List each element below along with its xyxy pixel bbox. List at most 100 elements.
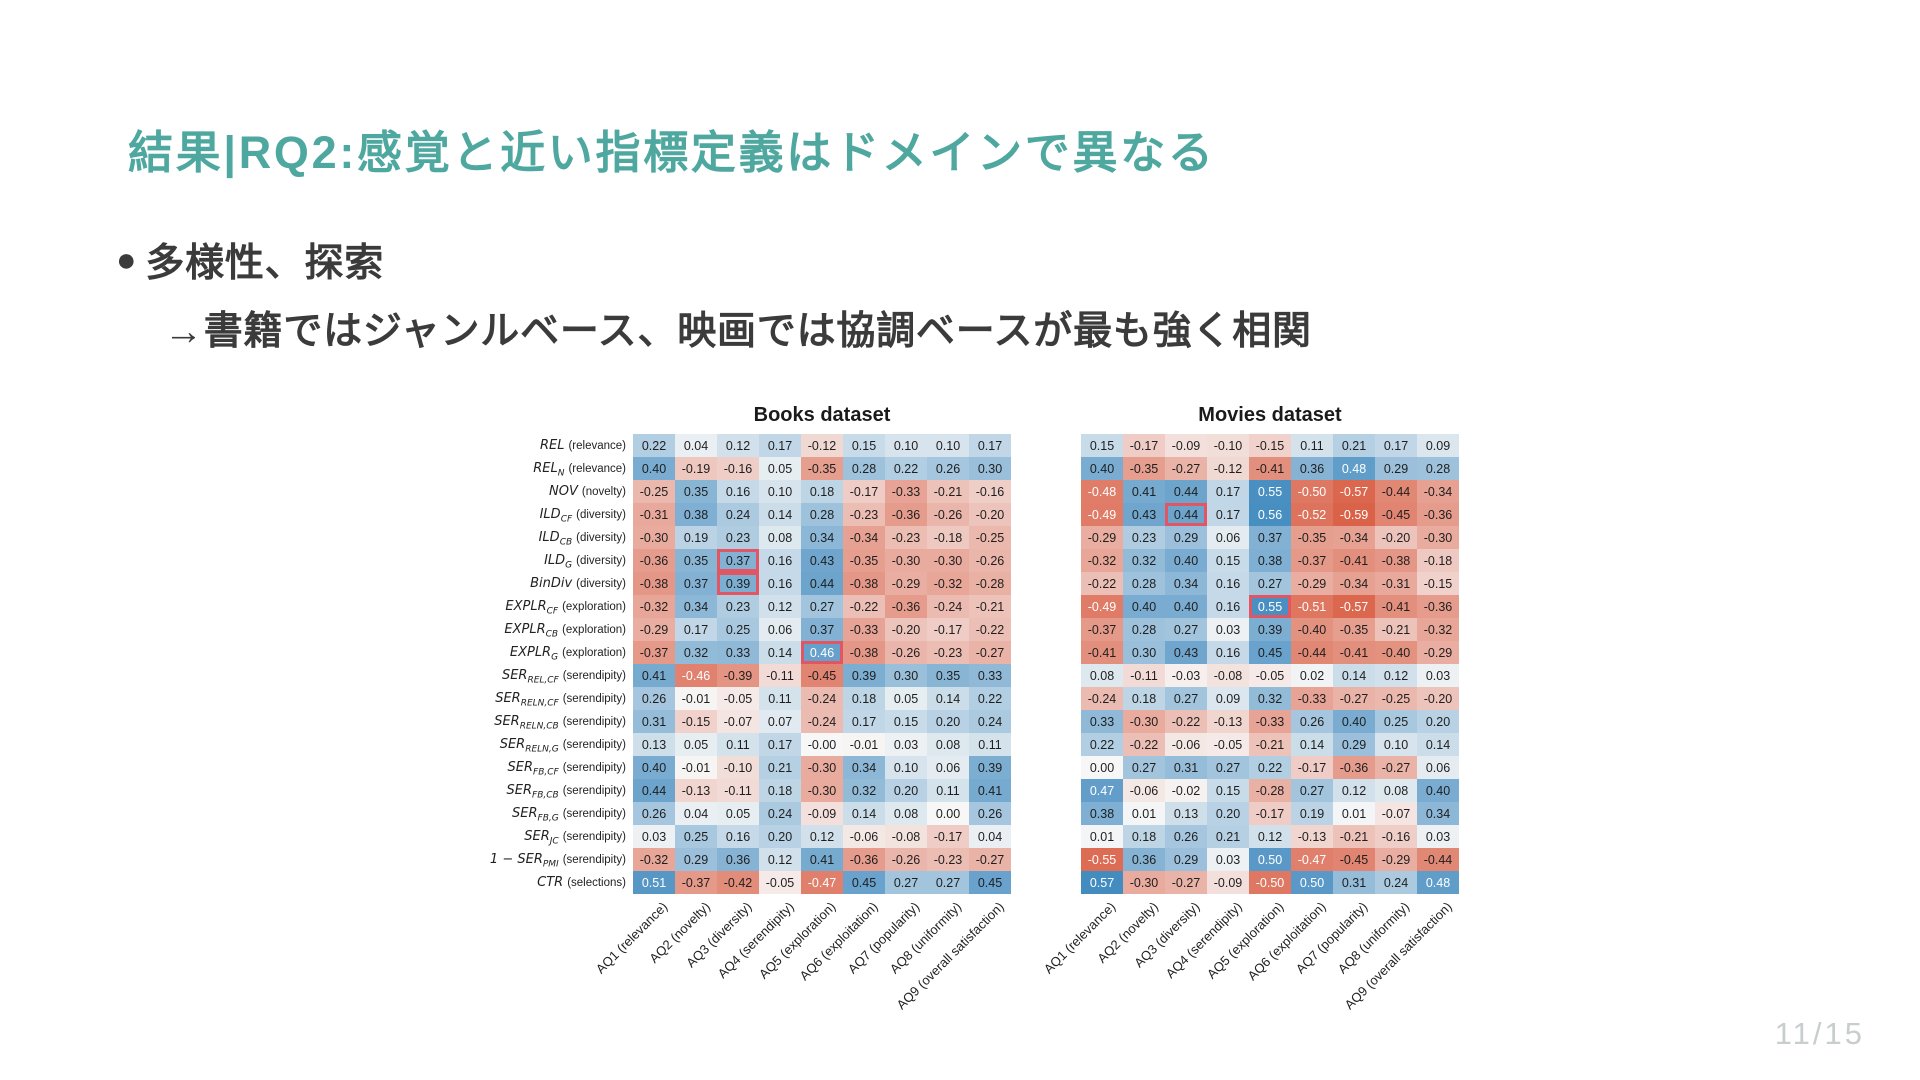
row-label-metric: CTR	[537, 875, 564, 890]
heatmap-cell: -0.33	[885, 480, 927, 503]
page-title: 結果|RQ2:感覚と近い指標定義はドメインで異なる	[128, 127, 1216, 179]
heatmap-cell: 0.40	[1123, 595, 1165, 618]
heatmap-cell: -0.21	[969, 595, 1011, 618]
heatmap-cell: 0.29	[1333, 733, 1375, 756]
heatmap-cell: -0.18	[927, 526, 969, 549]
row-label-metric: NOV	[549, 484, 578, 499]
heatmap-cell: 0.04	[675, 802, 717, 825]
heatmap-cell: 0.18	[801, 480, 843, 503]
heatmap-cell: 0.11	[717, 733, 759, 756]
row-label-metric: EXPLRG	[509, 645, 559, 663]
heatmap-cell: 0.25	[1375, 710, 1417, 733]
heatmap-cell: -0.22	[1123, 733, 1165, 756]
heatmap-cell: -0.01	[843, 733, 885, 756]
x-axis-label: AQ4 (serendipity)	[714, 899, 797, 982]
heatmap-cell: -0.23	[843, 503, 885, 526]
charts-row: REL (relevance) RELN (relevance) NOV (novelty…	[0, 404, 1920, 1044]
heatmap-cell: 0.37	[717, 549, 759, 572]
heatmap-cell: 0.10	[885, 434, 927, 457]
page-number: 11/15	[1774, 1016, 1865, 1051]
heatmap-cell: 0.14	[759, 641, 801, 664]
heatmap-cell: -0.41	[1375, 595, 1417, 618]
heatmap-cell: 0.26	[633, 802, 675, 825]
heatmap-cell: -0.25	[969, 526, 1011, 549]
heatmap-cell: 0.05	[759, 457, 801, 480]
heatmap-cell: 0.50	[1249, 848, 1291, 871]
heatmap-cell: 0.06	[927, 756, 969, 779]
row-label-metric: SERFB,G	[512, 806, 559, 824]
heatmap-cell: 0.40	[1417, 779, 1459, 802]
heatmap-cell: -0.38	[633, 572, 675, 595]
heatmap-cell: -0.50	[1249, 871, 1291, 894]
heatmap-cell: 0.12	[1375, 664, 1417, 687]
heatmap-cell: -0.46	[675, 664, 717, 687]
heatmap-cell: -0.17	[1123, 434, 1165, 457]
heatmap-cell: 0.14	[843, 802, 885, 825]
heatmap-cell: 0.41	[969, 779, 1011, 802]
heatmap-cell: 0.21	[1333, 434, 1375, 457]
heatmap-cell: -0.47	[801, 871, 843, 894]
heatmap-cell: 0.30	[885, 664, 927, 687]
bullet-line-1: ● 多様性、探索	[116, 232, 1312, 288]
row-label-category: (selections)	[567, 876, 626, 889]
heatmap-cell: 0.14	[1291, 733, 1333, 756]
heatmap-cell: -0.41	[1249, 457, 1291, 480]
heatmap-cell: 0.46	[801, 641, 843, 664]
heatmap-cell: 0.50	[1291, 871, 1333, 894]
row-label-metric: RELN	[533, 461, 565, 479]
bullet-text-2: →書籍ではジャンルベース、映画では協調ベースが最も強く相関	[164, 310, 1312, 353]
heatmap-cell: -0.45	[801, 664, 843, 687]
heatmap-cell: 0.06	[759, 618, 801, 641]
heatmap-cell: 0.36	[1123, 848, 1165, 871]
heatmap-cell: -0.41	[1333, 641, 1375, 664]
heatmap-cell: -0.24	[801, 710, 843, 733]
heatmap-cell: 0.39	[969, 756, 1011, 779]
heatmap-cell: -0.06	[843, 825, 885, 848]
heatmap-cell: -0.20	[1375, 526, 1417, 549]
heatmap-cell: -0.30	[801, 779, 843, 802]
x-axis-label: AQ4 (serendipity)	[1162, 899, 1245, 982]
heatmap-cell: 0.10	[885, 756, 927, 779]
heatmap-cell: -0.35	[1123, 457, 1165, 480]
row-label-category: (novelty)	[581, 485, 626, 498]
heatmap-cell: 0.32	[843, 779, 885, 802]
heatmap-cell: -0.49	[1081, 595, 1123, 618]
heatmap-grid: 0.22 0.04 0.12 0.17 -0.12 0.15 0.10 0.10 0.17 0.4…	[633, 434, 1011, 894]
heatmap-cell: -0.50	[1291, 480, 1333, 503]
heatmap-cell: 0.36	[1291, 457, 1333, 480]
heatmap-cell: 0.03	[885, 733, 927, 756]
heatmap-cell: 0.15	[1081, 434, 1123, 457]
heatmap-cell: 0.09	[1417, 434, 1459, 457]
heatmap-cell: 0.24	[1375, 871, 1417, 894]
heatmap-cell: -0.48	[1081, 480, 1123, 503]
row-label-metric: EXPLRCB	[504, 622, 559, 640]
heatmap-cell: -0.34	[843, 526, 885, 549]
heatmap-cell: -0.03	[1165, 664, 1207, 687]
heatmap-cell: 0.31	[633, 710, 675, 733]
heatmap-cell: 0.27	[1123, 756, 1165, 779]
heatmap-cell: -0.25	[1375, 687, 1417, 710]
heatmap-cell: -0.59	[1333, 503, 1375, 526]
heatmap-cell: -0.31	[633, 503, 675, 526]
row-label-category: (serendipity)	[562, 807, 626, 820]
heatmap-cell: 0.27	[1207, 756, 1249, 779]
heatmap-cell: -0.29	[1081, 526, 1123, 549]
heatmap-cell: 0.26	[1291, 710, 1333, 733]
heatmap-cell: 0.34	[1417, 802, 1459, 825]
row-label: SERRELN,G (serendipity)	[461, 733, 633, 756]
heatmap-cell: 0.12	[1333, 779, 1375, 802]
heatmap-cell: 0.43	[1165, 641, 1207, 664]
heatmap-cell: -0.41	[1081, 641, 1123, 664]
heatmap-cell: -0.20	[885, 618, 927, 641]
heatmap-cell: -0.44	[1375, 480, 1417, 503]
heatmap-cell: 0.30	[969, 457, 1011, 480]
row-label-metric: ILDG	[544, 553, 573, 571]
heatmap-cell: 0.14	[927, 687, 969, 710]
x-axis-labels: AQ1 (relevance) AQ2 (novelty) AQ3 (diversi…	[593, 894, 1011, 1044]
heatmap-cell: 0.35	[675, 480, 717, 503]
heatmap-cell: -0.05	[1249, 664, 1291, 687]
heatmap-cell: 0.12	[1249, 825, 1291, 848]
heatmap-cell: -0.27	[969, 848, 1011, 871]
heatmap-cell: 0.55	[1249, 595, 1291, 618]
